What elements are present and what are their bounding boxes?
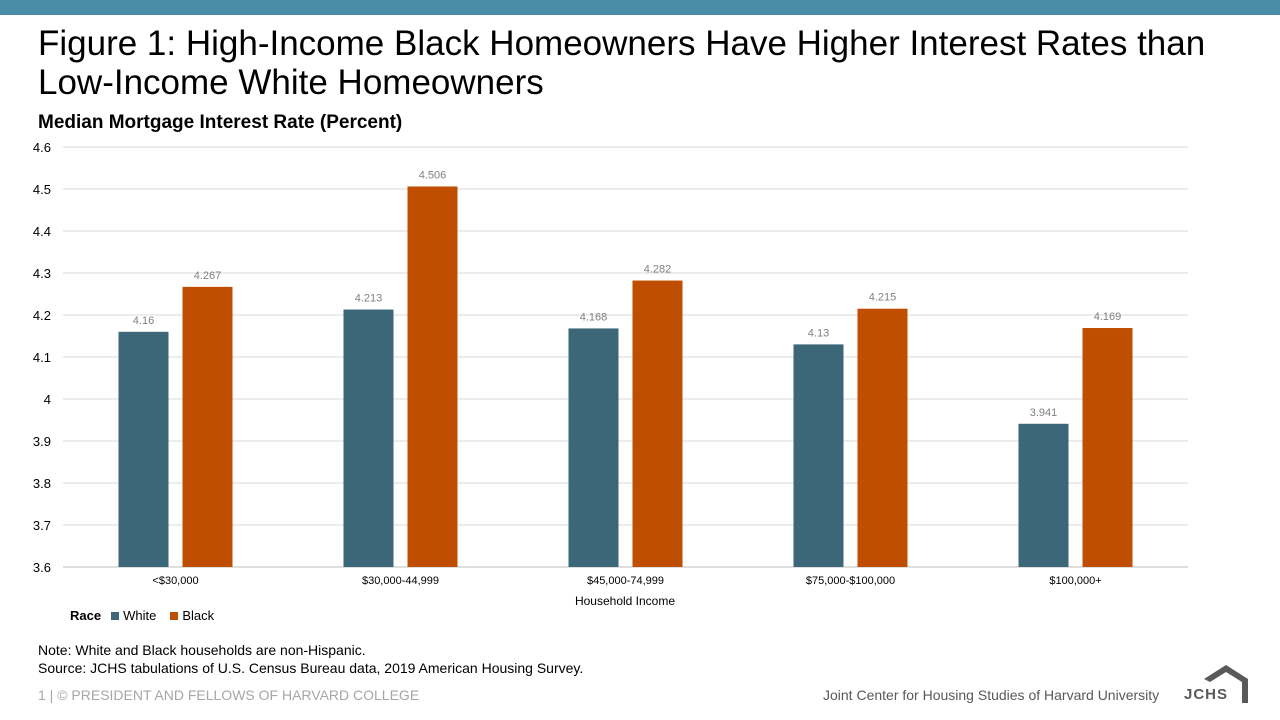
data-label: 4.282 [644, 264, 672, 276]
page-title: Figure 1: High-Income Black Homeowners H… [38, 24, 1206, 102]
x-tick-label: <$30,000 [152, 575, 198, 587]
legend-title: Race [70, 608, 102, 623]
x-tick-label: $100,000+ [1049, 575, 1101, 587]
bar-black [182, 286, 233, 567]
data-label: 4.506 [419, 169, 447, 181]
y-tick-label: 3.8 [33, 476, 51, 491]
x-axis-ticks: <$30,000 $30,000-44,999 $45,000-74,999 $75,… [152, 575, 1101, 587]
bar-black [407, 186, 458, 568]
bars: 4.16 4.267 4.213 4.506 4.168 4.282 4.13 4.215 3.… [118, 169, 1133, 568]
y-tick-label: 4.2 [33, 308, 51, 323]
data-label: 4.13 [808, 327, 829, 339]
data-label: 4.16 [133, 315, 154, 327]
x-axis-label: Household Income [575, 594, 675, 608]
data-label: 3.941 [1030, 407, 1058, 419]
legend-swatch-white [111, 611, 120, 620]
bar-white [568, 328, 619, 567]
y-axis-ticks: 3.6 3.7 3.8 3.9 4 4.1 4.2 4.3 4.4 4.5 4.6 [33, 140, 51, 575]
bar-black [1082, 328, 1133, 567]
bar-white [793, 344, 844, 567]
x-tick-label: $75,000-$100,000 [806, 575, 895, 587]
x-tick-label: $30,000-44,999 [362, 575, 439, 587]
jchs-logo-text: JCHS [1184, 686, 1229, 703]
note-text: Note: White and Black households are non… [38, 642, 366, 658]
legend-label-white: White [123, 608, 157, 623]
x-tick-label: $45,000-74,999 [587, 575, 664, 587]
footer-org-name: Joint Center for Housing Studies of Harv… [823, 687, 1160, 703]
top-accent-bar [0, 0, 1280, 15]
y-tick-label: 4.4 [33, 224, 51, 239]
source-text: Source: JCHS tabulations of U.S. Census … [38, 660, 584, 676]
y-tick-label: 4.6 [33, 140, 51, 155]
legend-swatch-black [170, 611, 179, 620]
data-label: 4.213 [355, 293, 383, 305]
legend-label-black: Black [182, 608, 215, 623]
bar-black [632, 280, 683, 567]
y-tick-label: 3.9 [33, 434, 51, 449]
legend-item-black: Black [170, 608, 214, 623]
y-tick-label: 3.6 [33, 560, 51, 575]
bar-chart: 3.6 3.7 3.8 3.9 4 4.1 4.2 4.3 4.4 4.5 4.6 4.16 4.26… [33, 140, 1188, 608]
gridlines [63, 146, 1188, 568]
chart-subtitle: Median Mortgage Interest Rate (Percent) [38, 112, 403, 133]
jchs-logo-icon [1204, 665, 1248, 703]
data-label: 4.267 [194, 270, 222, 282]
footer-copyright: 1 | © PRESIDENT AND FELLOWS OF HARVARD C… [38, 687, 420, 703]
data-label: 4.168 [580, 311, 608, 323]
y-tick-label: 4.3 [33, 266, 51, 281]
bar-white [1018, 423, 1069, 567]
legend-item-white: White [111, 608, 156, 623]
y-tick-label: 4 [44, 392, 51, 407]
data-label: 4.215 [869, 292, 897, 304]
chart-legend: Race White Black [70, 608, 228, 623]
bar-white [118, 331, 169, 567]
bar-white [343, 309, 394, 567]
chart-notes: Note: White and Black households are non… [38, 641, 583, 677]
y-tick-label: 4.1 [33, 350, 51, 365]
bar-black [857, 308, 908, 567]
data-label: 4.169 [1094, 311, 1122, 323]
y-tick-label: 4.5 [33, 182, 51, 197]
y-tick-label: 3.7 [33, 518, 51, 533]
